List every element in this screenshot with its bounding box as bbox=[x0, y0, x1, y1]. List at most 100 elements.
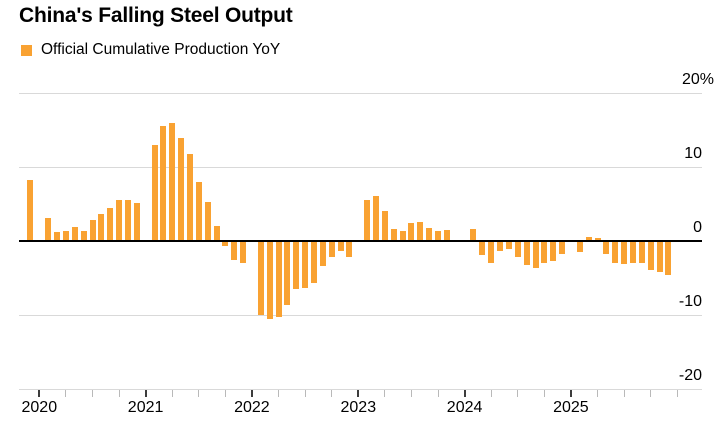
bar bbox=[665, 241, 672, 275]
bar bbox=[240, 241, 247, 264]
bar bbox=[488, 241, 495, 264]
bar bbox=[80, 230, 87, 241]
x-axis-quarter-tick bbox=[384, 390, 386, 397]
x-axis-quarter-tick bbox=[517, 390, 519, 397]
bar bbox=[559, 241, 565, 254]
x-axis-quarter-tick bbox=[676, 390, 678, 397]
legend: Official Cumulative Production YoY bbox=[21, 41, 280, 59]
bar bbox=[594, 238, 601, 241]
x-axis-quarter-tick bbox=[171, 390, 173, 397]
bar bbox=[550, 241, 557, 261]
gridline bbox=[19, 388, 702, 390]
x-axis-year-tick bbox=[569, 390, 572, 397]
x-axis-quarter-tick bbox=[278, 390, 279, 397]
bar bbox=[443, 229, 450, 241]
x-axis-quarter-tick bbox=[437, 390, 439, 397]
bar bbox=[629, 241, 636, 263]
x-axis-quarter-tick bbox=[543, 390, 545, 397]
bar bbox=[89, 220, 96, 241]
bar bbox=[647, 241, 654, 270]
x-axis-quarter-tick bbox=[331, 390, 333, 397]
zero-baseline bbox=[19, 240, 702, 242]
gridline bbox=[19, 92, 702, 94]
bar bbox=[222, 241, 229, 247]
x-axis-quarter-tick bbox=[623, 390, 625, 397]
bar bbox=[408, 222, 415, 241]
bar bbox=[532, 241, 539, 268]
bar bbox=[497, 241, 503, 252]
bar bbox=[621, 241, 628, 264]
y-axis-tick-label: 10 bbox=[684, 145, 702, 162]
legend-label: Official Cumulative Production YoY bbox=[41, 41, 281, 58]
bar bbox=[373, 195, 379, 241]
bar bbox=[160, 125, 167, 241]
bar bbox=[151, 144, 158, 241]
bar bbox=[399, 231, 406, 241]
x-axis-quarter-tick bbox=[224, 390, 226, 397]
x-axis-quarter-tick bbox=[650, 390, 652, 397]
bar bbox=[213, 226, 220, 241]
bar bbox=[470, 229, 477, 241]
bar bbox=[656, 241, 663, 273]
bar bbox=[319, 241, 326, 267]
y-axis-tick-label: 0 bbox=[693, 219, 702, 236]
legend-swatch-icon bbox=[21, 44, 32, 56]
y-axis-tick-label: 20% bbox=[681, 71, 714, 88]
bar bbox=[98, 213, 105, 241]
y-axis-tick-label: -10 bbox=[678, 293, 702, 310]
x-axis-year-label: 2025 bbox=[553, 399, 589, 416]
bar bbox=[505, 241, 512, 250]
bar bbox=[390, 229, 397, 241]
bar bbox=[523, 241, 530, 266]
x-axis-year-label: 2020 bbox=[21, 399, 58, 416]
bar bbox=[133, 202, 140, 241]
bar bbox=[107, 207, 114, 241]
bar bbox=[302, 241, 309, 289]
bar bbox=[62, 231, 69, 241]
bar bbox=[284, 241, 291, 306]
bar bbox=[514, 241, 521, 258]
x-axis-year-tick bbox=[463, 390, 466, 397]
bar bbox=[638, 241, 645, 264]
bar bbox=[275, 241, 282, 318]
x-axis-year-tick bbox=[144, 390, 147, 397]
bar bbox=[54, 232, 60, 241]
x-axis-quarter-tick bbox=[198, 390, 200, 397]
bar bbox=[27, 179, 34, 241]
y-axis-tick-label: -20 bbox=[678, 367, 702, 384]
bar bbox=[124, 200, 131, 241]
x-axis-quarter-tick bbox=[597, 390, 598, 397]
bar bbox=[178, 138, 185, 241]
gridline bbox=[19, 314, 702, 316]
bar bbox=[186, 153, 193, 241]
gridline bbox=[19, 166, 702, 168]
bar bbox=[541, 241, 548, 264]
bar bbox=[71, 226, 78, 241]
bar bbox=[612, 241, 619, 264]
bar bbox=[346, 241, 353, 257]
bar bbox=[195, 181, 202, 241]
x-axis-year-tick bbox=[38, 390, 41, 397]
bar bbox=[116, 200, 122, 241]
bar bbox=[576, 241, 583, 253]
x-axis-quarter-tick bbox=[118, 390, 120, 397]
bar bbox=[231, 241, 238, 261]
bar bbox=[417, 221, 424, 241]
x-axis-quarter-tick bbox=[490, 390, 492, 397]
bar bbox=[426, 228, 433, 241]
bar bbox=[364, 199, 371, 241]
x-axis-quarter-tick bbox=[304, 390, 306, 397]
x-axis-year-label: 2022 bbox=[234, 399, 270, 416]
bar bbox=[266, 241, 273, 319]
bar bbox=[603, 241, 610, 254]
bar bbox=[293, 241, 300, 290]
x-axis-quarter-tick bbox=[65, 390, 67, 397]
bar bbox=[381, 210, 388, 241]
x-axis-quarter-tick bbox=[410, 390, 412, 397]
x-axis-year-label: 2021 bbox=[127, 399, 164, 416]
bar bbox=[479, 241, 486, 256]
x-axis-year-tick bbox=[250, 390, 253, 397]
x-axis-year-label: 2024 bbox=[446, 399, 483, 416]
bar bbox=[311, 241, 317, 284]
